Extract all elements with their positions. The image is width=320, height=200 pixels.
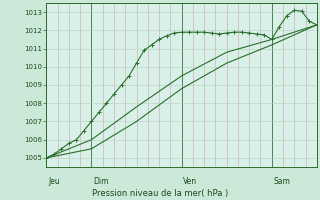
Text: Dim: Dim: [93, 177, 108, 186]
Text: Sam: Sam: [273, 177, 290, 186]
Text: Pression niveau de la mer( hPa ): Pression niveau de la mer( hPa ): [92, 189, 228, 198]
Text: Ven: Ven: [183, 177, 197, 186]
Text: Jeu: Jeu: [48, 177, 60, 186]
